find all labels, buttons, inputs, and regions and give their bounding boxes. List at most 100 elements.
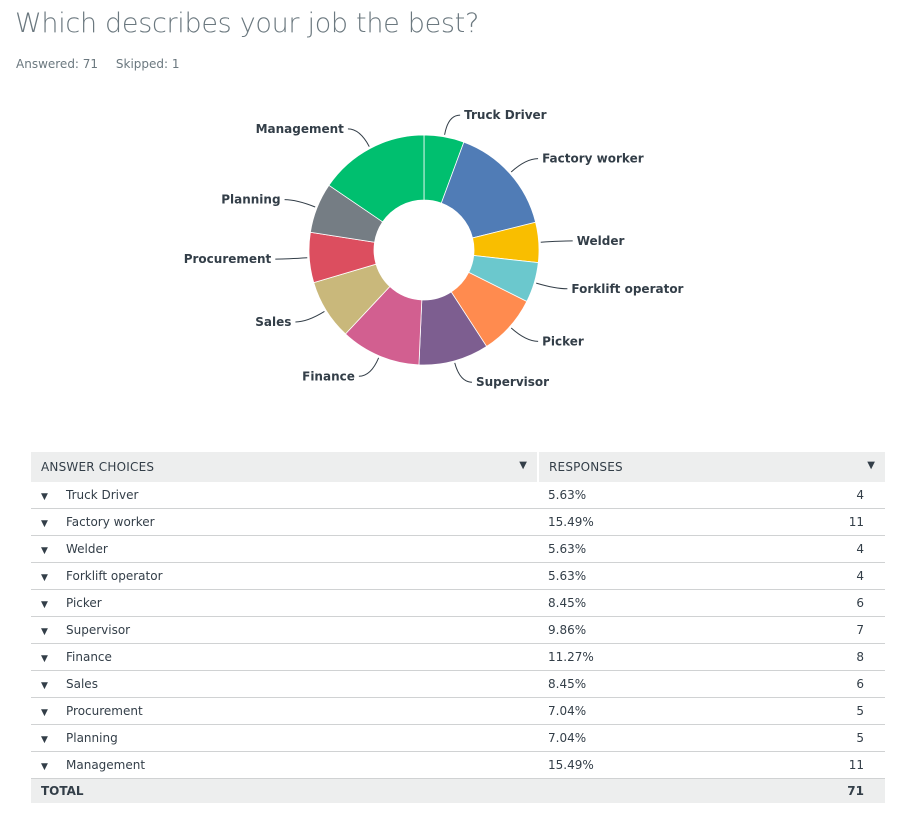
answer-choice-label: Welder (66, 542, 108, 556)
leader-line (358, 357, 380, 377)
leader-line (284, 199, 316, 208)
donut-chart-svg: Truck Driver Factory worker Welder Forklift… (184, 108, 684, 389)
results-table: Answer Choices ▼ Responses ▼ ▼ Truck Driv… (31, 452, 885, 803)
answer-choice-cell: ▼ Supervisor (31, 616, 538, 644)
chart-slice-labels: Truck Driver Factory worker Welder Forklift… (184, 108, 684, 389)
response-count: 6 (856, 596, 864, 610)
table-header-row: Answer Choices ▼ Responses ▼ (31, 452, 885, 482)
expand-caret-icon[interactable]: ▼ (41, 708, 48, 718)
chart-leader-lines (275, 114, 573, 383)
answer-choice-label: Supervisor (66, 623, 131, 637)
skipped-count: Skipped: 1 (115, 57, 180, 71)
answer-choice-cell: ▼ Truck Driver (31, 482, 538, 509)
answer-choice-label: Sales (66, 677, 98, 691)
sort-caret-down-icon[interactable]: ▼ (867, 460, 875, 471)
answer-choice-label: Procurement (66, 704, 143, 718)
answer-choice-cell: ▼ Forklift operator (31, 562, 538, 590)
leader-line (510, 327, 539, 342)
leader-line (295, 311, 325, 323)
expand-caret-icon[interactable]: ▼ (41, 681, 48, 691)
response-count: 11 (848, 758, 864, 772)
answer-choice-label: Finance (66, 650, 112, 664)
response-percent: 9.86% (548, 623, 587, 637)
response-cell: 11.27% 8 (538, 643, 885, 671)
response-cell: 5.63% 4 (538, 482, 885, 509)
response-cell: 15.49% 11 (538, 508, 885, 536)
table-row: ▼ Supervisor 9.86% 7 (31, 616, 885, 644)
response-count: 4 (856, 569, 864, 583)
response-count: 7 (856, 623, 864, 637)
expand-caret-icon[interactable]: ▼ (41, 654, 48, 664)
answer-choice-cell: ▼ Sales (31, 670, 538, 698)
slice-label: Forklift operator (571, 282, 683, 296)
table-row: ▼ Truck Driver 5.63% 4 (31, 482, 885, 509)
response-percent: 5.63% (548, 488, 587, 502)
table-row: ▼ Picker 8.45% 6 (31, 589, 885, 617)
response-count: 8 (856, 650, 864, 664)
answer-choices-header-label: Answer Choices (41, 460, 155, 474)
answer-choice-label: Management (66, 758, 146, 772)
response-percent: 11.27% (548, 650, 594, 664)
slice-label: Finance (302, 369, 355, 383)
response-percent: 5.63% (548, 569, 587, 583)
chart-slices (308, 134, 540, 366)
slice-label: Picker (542, 334, 584, 348)
leader-line (275, 257, 308, 260)
total-row: TOTAL 71 (31, 778, 885, 803)
response-cell: 9.86% 7 (538, 616, 885, 644)
response-percent: 7.04% (548, 731, 587, 745)
expand-caret-icon[interactable]: ▼ (41, 546, 48, 556)
response-count: 5 (856, 731, 864, 745)
answer-choice-label: Picker (66, 596, 102, 610)
expand-caret-icon[interactable]: ▼ (41, 519, 48, 529)
response-percent: 5.63% (548, 542, 587, 556)
answer-choice-label: Planning (66, 731, 118, 745)
answer-choice-cell: ▼ Welder (31, 535, 538, 563)
leader-line (347, 128, 370, 147)
answer-choice-label: Forklift operator (66, 569, 163, 583)
leader-line (540, 240, 573, 243)
response-stats: Answered: 71 Skipped: 1 (16, 57, 194, 71)
expand-caret-icon[interactable]: ▼ (41, 762, 48, 772)
responses-header[interactable]: Responses ▼ (537, 452, 885, 482)
total-count: 71 (538, 778, 885, 803)
response-cell: 8.45% 6 (538, 589, 885, 617)
answer-choice-cell: ▼ Finance (31, 643, 538, 671)
response-cell: 5.63% 4 (538, 562, 885, 590)
answer-choices-header[interactable]: Answer Choices ▼ (31, 452, 538, 482)
response-count: 4 (856, 488, 864, 502)
slice-label: Sales (255, 315, 291, 329)
leader-line (454, 362, 473, 383)
response-percent: 8.45% (548, 677, 587, 691)
leader-line (536, 282, 568, 290)
leader-line (444, 114, 461, 135)
answer-choice-cell: ▼ Management (31, 751, 538, 779)
table-row: ▼ Procurement 7.04% 5 (31, 697, 885, 725)
table-row: ▼ Forklift operator 5.63% 4 (31, 562, 885, 590)
slice-label: Welder (577, 234, 625, 248)
table-row: ▼ Welder 5.63% 4 (31, 535, 885, 563)
response-cell: 15.49% 11 (538, 751, 885, 779)
response-percent: 7.04% (548, 704, 587, 718)
expand-caret-icon[interactable]: ▼ (41, 600, 48, 610)
response-percent: 15.49% (548, 515, 594, 529)
response-cell: 8.45% 6 (538, 670, 885, 698)
response-count: 5 (856, 704, 864, 718)
leader-line (510, 158, 539, 173)
answer-choice-cell: ▼ Procurement (31, 697, 538, 725)
table-row: ▼ Sales 8.45% 6 (31, 670, 885, 698)
table-row: ▼ Factory worker 15.49% 11 (31, 508, 885, 536)
donut-slice[interactable] (328, 134, 425, 223)
table-row: ▼ Management 15.49% 11 (31, 751, 885, 779)
answered-count: Answered: 71 (16, 57, 99, 71)
expand-caret-icon[interactable]: ▼ (41, 735, 48, 745)
response-count: 11 (848, 515, 864, 529)
expand-caret-icon[interactable]: ▼ (41, 573, 48, 583)
expand-caret-icon[interactable]: ▼ (41, 492, 48, 502)
sort-caret-down-icon[interactable]: ▼ (519, 460, 527, 471)
responses-header-label: Responses (549, 460, 623, 474)
slice-label: Management (256, 122, 345, 136)
expand-caret-icon[interactable]: ▼ (41, 627, 48, 637)
table-row: ▼ Planning 7.04% 5 (31, 724, 885, 752)
answer-choice-cell: ▼ Picker (31, 589, 538, 617)
